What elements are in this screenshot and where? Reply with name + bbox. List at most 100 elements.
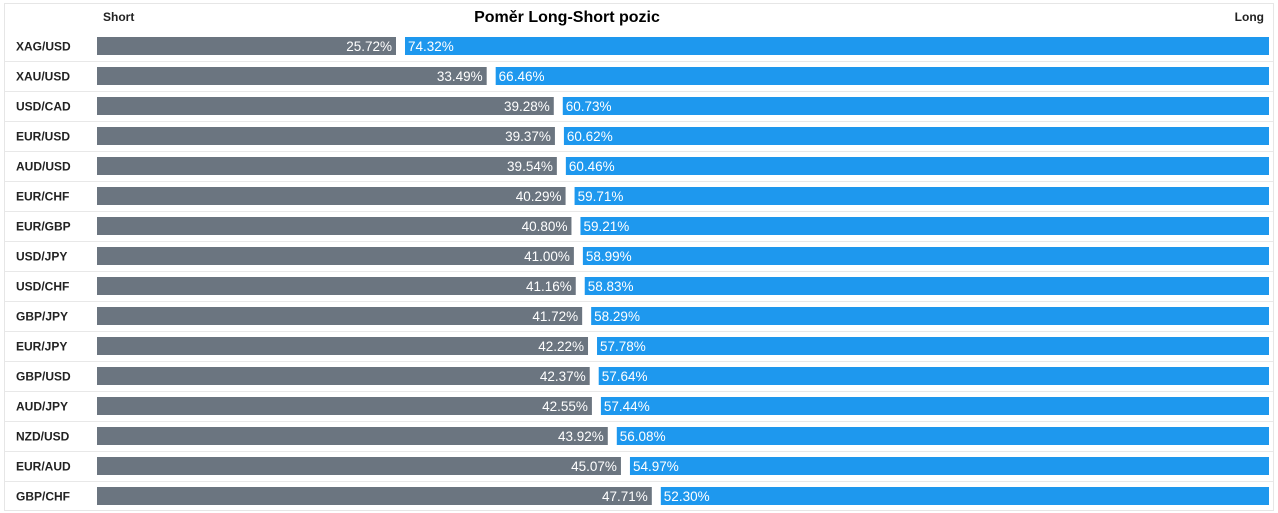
long-bar	[495, 67, 1269, 85]
long-bar	[574, 187, 1269, 205]
category-label: XAU/USD	[16, 70, 70, 84]
chart-row: EUR/JPY 42.22% 57.78%	[5, 331, 1273, 355]
long-bar	[600, 397, 1269, 415]
long-value-label: 66.46%	[499, 69, 545, 84]
long-value-label: 60.62%	[567, 129, 613, 144]
short-value-label: 41.00%	[524, 249, 570, 264]
short-value-label: 42.55%	[542, 399, 588, 414]
long-value-label: 57.64%	[602, 369, 648, 384]
category-label: USD/CAD	[16, 100, 71, 114]
long-bar	[405, 37, 1269, 55]
chart-row: USD/CHF 41.16% 58.83%	[5, 271, 1273, 295]
short-bar	[97, 427, 608, 445]
short-header-label: Short	[103, 10, 134, 24]
short-value-label: 39.28%	[504, 99, 550, 114]
category-label: XAG/USD	[16, 40, 71, 54]
long-value-label: 58.83%	[588, 279, 634, 294]
chart-row: EUR/CHF 40.29% 59.71%	[5, 181, 1273, 205]
short-value-label: 39.54%	[507, 159, 553, 174]
short-bar	[97, 367, 590, 385]
short-bar	[97, 97, 554, 115]
chart-row: AUD/JPY 42.55% 57.44%	[5, 391, 1273, 415]
long-bar	[591, 307, 1269, 325]
long-bar	[565, 157, 1269, 175]
long-bar	[660, 487, 1269, 505]
chart-row: NZD/USD 43.92% 56.08%	[5, 421, 1273, 445]
long-value-label: 59.21%	[583, 219, 629, 234]
chart-row: GBP/CHF 47.71% 52.30%	[5, 481, 1273, 505]
chart-row: XAG/USD 25.72% 74.32%	[16, 37, 1269, 55]
long-value-label: 74.32%	[408, 39, 454, 54]
short-bar	[97, 187, 566, 205]
chart-row: GBP/USD 42.37% 57.64%	[5, 361, 1273, 385]
chart-row: USD/CAD 39.28% 60.73%	[5, 91, 1273, 115]
short-bar	[97, 37, 396, 55]
category-label: GBP/USD	[16, 370, 71, 384]
category-label: AUD/USD	[16, 160, 71, 174]
long-value-label: 52.30%	[664, 489, 710, 504]
long-bar	[629, 457, 1269, 475]
short-bar	[97, 397, 592, 415]
category-label: GBP/JPY	[16, 310, 68, 324]
category-label: EUR/JPY	[16, 340, 67, 354]
long-value-label: 60.46%	[569, 159, 615, 174]
short-bar	[97, 277, 576, 295]
short-value-label: 41.72%	[532, 309, 578, 324]
short-bar	[97, 307, 583, 325]
chart-row: EUR/GBP 40.80% 59.21%	[5, 211, 1273, 235]
long-value-label: 57.44%	[604, 399, 650, 414]
short-value-label: 42.37%	[540, 369, 586, 384]
category-label: USD/JPY	[16, 250, 67, 264]
long-value-label: 59.71%	[578, 189, 624, 204]
short-value-label: 39.37%	[505, 129, 551, 144]
chart-row: AUD/USD 39.54% 60.46%	[5, 151, 1273, 175]
long-value-label: 54.97%	[633, 459, 679, 474]
category-label: EUR/CHF	[16, 190, 69, 204]
long-bar	[584, 277, 1269, 295]
short-value-label: 42.22%	[538, 339, 584, 354]
chart-frame	[4, 3, 1274, 511]
chart-row: USD/JPY 41.00% 58.99%	[5, 241, 1273, 265]
long-bar	[580, 217, 1269, 235]
category-label: USD/CHF	[16, 280, 69, 294]
long-value-label: 58.99%	[586, 249, 632, 264]
long-value-label: 56.08%	[620, 429, 666, 444]
category-label: EUR/GBP	[16, 220, 71, 234]
chart-row: XAU/USD 33.49% 66.46%	[5, 61, 1273, 85]
long-bar	[597, 337, 1269, 355]
short-value-label: 33.49%	[437, 69, 483, 84]
long-value-label: 60.73%	[566, 99, 612, 114]
chart-row: EUR/AUD 45.07% 54.97%	[5, 451, 1273, 475]
long-bar	[616, 427, 1269, 445]
chart-row: GBP/JPY 41.72% 58.29%	[5, 301, 1273, 325]
long-bar	[562, 97, 1269, 115]
short-bar	[97, 247, 574, 265]
short-bar	[97, 157, 557, 175]
short-value-label: 25.72%	[346, 39, 392, 54]
long-bar	[582, 247, 1269, 265]
short-bar	[97, 127, 555, 145]
short-value-label: 40.80%	[522, 219, 568, 234]
short-bar	[97, 487, 652, 505]
long-value-label: 57.78%	[600, 339, 646, 354]
short-value-label: 40.29%	[516, 189, 562, 204]
short-bar	[97, 217, 572, 235]
long-bar	[598, 367, 1269, 385]
long-value-label: 58.29%	[594, 309, 640, 324]
chart-row: EUR/USD 39.37% 60.62%	[5, 121, 1273, 145]
category-label: AUD/JPY	[16, 400, 68, 414]
chart-title: Poměr Long-Short pozic	[474, 9, 660, 26]
rows-layer: XAG/USD 25.72% 74.32% XAU/USD 33.49% 66.46% US…	[5, 37, 1273, 505]
category-label: GBP/CHF	[16, 490, 70, 504]
short-bar	[97, 337, 589, 355]
short-bar	[97, 67, 487, 85]
category-label: NZD/USD	[16, 430, 70, 444]
category-label: EUR/USD	[16, 130, 70, 144]
long-header-label: Long	[1235, 10, 1264, 24]
category-label: EUR/AUD	[16, 460, 71, 474]
long-bar	[563, 127, 1269, 145]
short-value-label: 45.07%	[571, 459, 617, 474]
short-value-label: 41.16%	[526, 279, 572, 294]
short-value-label: 43.92%	[558, 429, 604, 444]
